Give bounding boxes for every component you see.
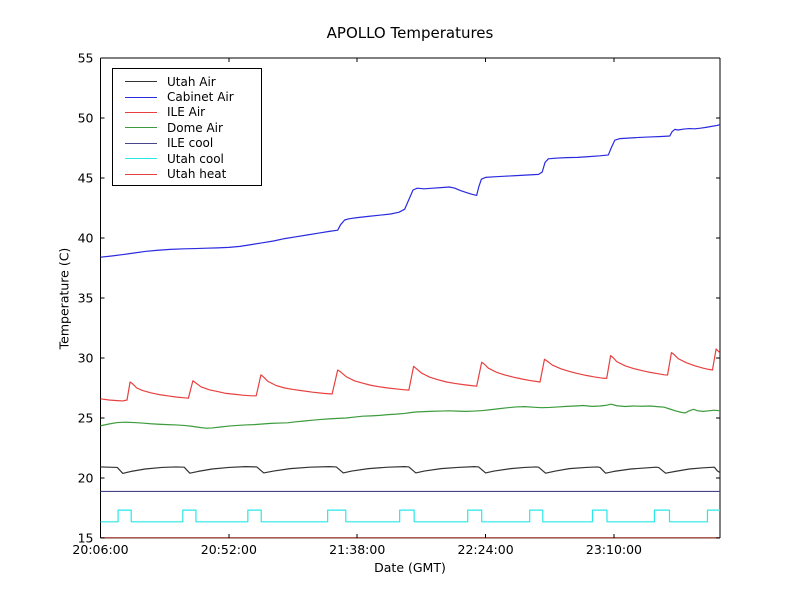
y-axis-label: Temperature (C) <box>56 247 72 350</box>
x-tick-label: 20:06:00 <box>72 542 128 557</box>
legend-item-utah-cool: Utah cool <box>113 151 261 166</box>
y-tick-label: 15 <box>78 531 94 546</box>
y-tick-label: 35 <box>78 291 94 306</box>
legend-item-dome-air: Dome Air <box>113 120 261 135</box>
legend-line-sample-utah-cool <box>125 158 157 160</box>
series-line-utah-air <box>100 466 720 475</box>
legend-label: ILE cool <box>167 136 214 151</box>
x-tick-label: 20:52:00 <box>201 542 257 557</box>
legend-label: ILE Air <box>167 105 206 120</box>
legend-item-ile-air: ILE Air <box>113 105 261 120</box>
legend-line-sample-ile-air <box>125 111 157 113</box>
legend-line-sample-ile-cool <box>125 142 157 144</box>
legend-item-ile-cool: ILE cool <box>113 136 261 151</box>
plot-area <box>100 124 720 539</box>
legend-label: Utah cool <box>167 151 224 166</box>
y-tick-label: 25 <box>78 411 94 426</box>
legend-line-sample-dome-air <box>125 127 157 129</box>
legend-line-sample-utah-heat <box>125 173 157 175</box>
legend-line-sample-cabinet-air <box>125 96 157 98</box>
y-tick-label: 50 <box>78 111 94 126</box>
y-tick-label: 55 <box>78 51 94 66</box>
y-tick-label: 30 <box>78 351 94 366</box>
legend-label: Dome Air <box>167 120 223 135</box>
legend-label: Utah Air <box>167 74 216 89</box>
legend-item-utah-air: Utah Air <box>113 74 261 89</box>
x-tick-label: 22:24:00 <box>458 542 514 557</box>
series-line-utah-cool <box>100 509 720 523</box>
legend-label: Utah heat <box>167 167 227 182</box>
legend-item-utah-heat: Utah heat <box>113 166 261 181</box>
legend-line-sample-utah-air <box>125 81 157 83</box>
chart-title: APOLLO Temperatures <box>326 24 494 42</box>
y-tick-label: 45 <box>78 171 94 186</box>
x-axis-label: Date (GMT) <box>374 560 446 575</box>
x-tick-label: 21:38:00 <box>329 542 385 557</box>
legend: Utah Air Cabinet Air ILE Air Dome Air ILE co… <box>112 68 262 186</box>
series-line-dome-air <box>100 403 720 429</box>
legend-item-cabinet-air: Cabinet Air <box>113 89 261 104</box>
x-tick-label: 23:10:00 <box>586 542 642 557</box>
series-line-ile-air <box>100 348 720 402</box>
y-tick-label: 40 <box>78 231 94 246</box>
series-line-cabinet-air <box>100 124 720 258</box>
legend-label: Cabinet Air <box>167 90 234 105</box>
y-tick-label: 20 <box>78 471 94 486</box>
